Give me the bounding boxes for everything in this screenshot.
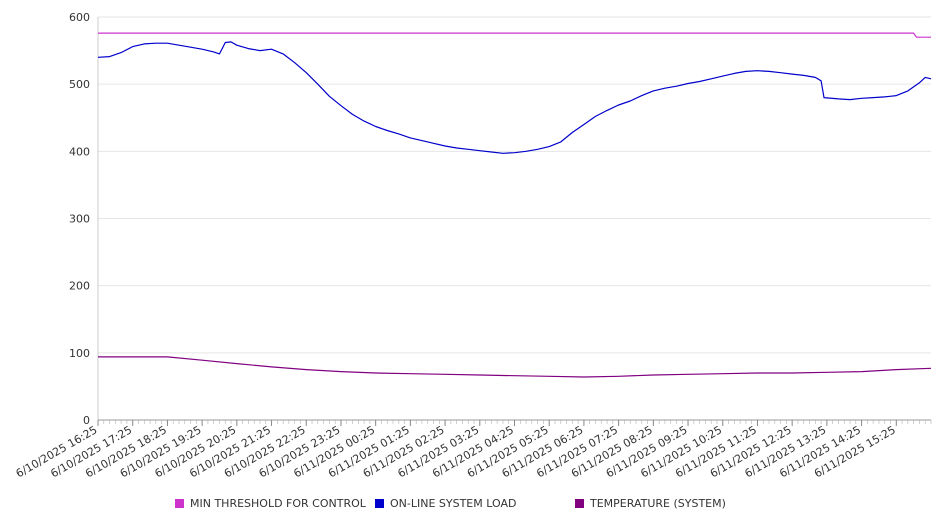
legend-swatch-system-load	[375, 499, 384, 508]
x-axis-ticks: 6/10/2025 16:256/10/2025 17:256/10/2025 …	[14, 420, 932, 480]
y-tick-label: 0	[83, 414, 90, 427]
series-line-temperature	[98, 356, 932, 378]
y-tick-label: 200	[69, 280, 90, 293]
legend: MIN THRESHOLD FOR CONTROL ON-LINE SYSTEM…	[0, 497, 946, 515]
legend-label: MIN THRESHOLD FOR CONTROL	[190, 497, 366, 510]
series-line-system-load	[97, 41, 932, 154]
legend-item-system-load[interactable]: ON-LINE SYSTEM LOAD	[375, 497, 516, 510]
legend-item-temperature[interactable]: TEMPERATURE (SYSTEM)	[575, 497, 726, 510]
y-tick-label: 500	[69, 78, 90, 91]
y-tick-label: 400	[69, 145, 90, 158]
legend-swatch-threshold	[175, 499, 184, 508]
y-axis-ticks: 0 100 200 300 400 500 600	[69, 11, 90, 427]
y-tick-label: 600	[69, 11, 90, 24]
legend-label: TEMPERATURE (SYSTEM)	[590, 497, 726, 510]
y-tick-label: 300	[69, 213, 90, 226]
line-chart: 0 100 200 300 400 500 600 6/10/2025 16:256/10/…	[14, 11, 932, 480]
series-lines	[97, 32, 932, 378]
series-line-threshold	[98, 32, 931, 38]
gridlines	[98, 16, 931, 354]
y-tick-label: 100	[69, 347, 90, 360]
legend-label: ON-LINE SYSTEM LOAD	[390, 497, 517, 510]
legend-swatch-temperature	[575, 499, 584, 508]
legend-item-threshold[interactable]: MIN THRESHOLD FOR CONTROL	[175, 497, 366, 510]
